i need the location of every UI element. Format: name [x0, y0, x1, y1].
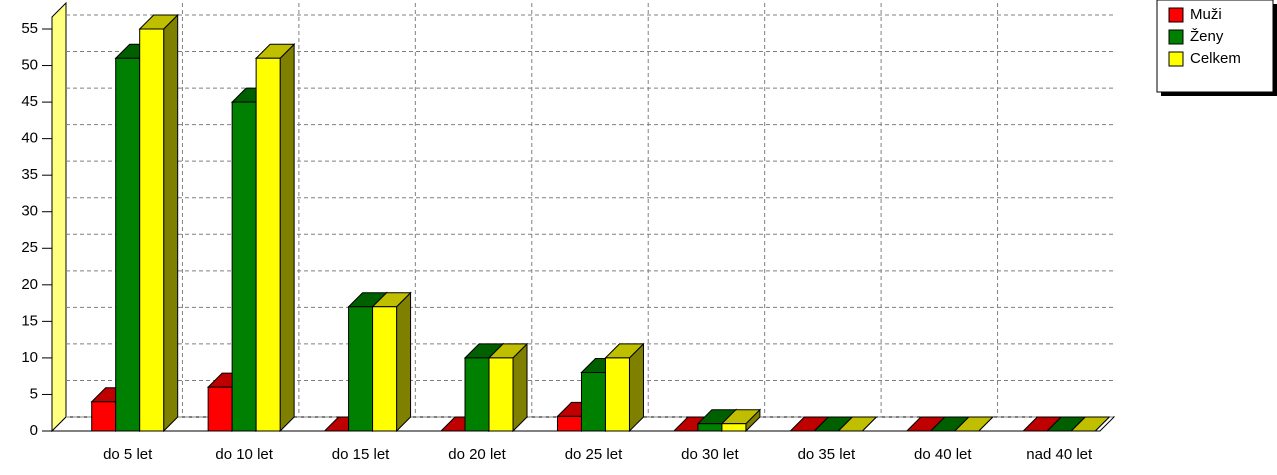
x-tick-label: do 30 let	[681, 446, 739, 463]
bar-front	[207, 386, 233, 432]
y-tick-label: 35	[21, 166, 38, 183]
bar-top	[1070, 416, 1111, 432]
bar	[138, 13, 179, 433]
bar	[371, 291, 412, 433]
x-tick-label: do 25 let	[565, 446, 623, 463]
x-tick-label: do 35 let	[798, 446, 856, 463]
bar	[254, 43, 296, 433]
y-tick-label: 45	[21, 93, 38, 110]
y-tick-label: 50	[21, 57, 38, 74]
bar-front	[231, 101, 257, 432]
bar-side	[279, 43, 295, 433]
bar-side	[163, 13, 179, 433]
y-tick-label: 5	[30, 385, 38, 402]
bar-top	[837, 416, 878, 432]
bar-side	[396, 291, 412, 433]
y-tick-label: 25	[21, 239, 38, 256]
y-tick-label: 0	[30, 422, 38, 439]
y-tick-label: 30	[21, 203, 38, 220]
bar-front	[464, 357, 490, 432]
bar	[604, 342, 645, 433]
legend-swatch	[1168, 29, 1184, 45]
x-tick-label: do 15 let	[332, 446, 390, 463]
legend-swatch	[1168, 7, 1184, 23]
bar-front	[604, 357, 630, 432]
legend-swatch	[1168, 51, 1184, 67]
back-wall	[51, 1, 67, 433]
bar-front	[91, 401, 117, 432]
bar-front	[139, 28, 165, 432]
bar-front	[348, 306, 374, 432]
x-tick-label: do 10 let	[215, 446, 273, 463]
bar	[837, 416, 878, 432]
bar	[720, 408, 762, 433]
legend-label: Muži	[1190, 6, 1222, 23]
bar	[1070, 416, 1111, 432]
bar	[953, 416, 995, 432]
bar-front	[697, 423, 723, 432]
y-tick-label: 55	[21, 20, 38, 37]
bar-front	[255, 57, 281, 432]
y-tick-label: 10	[21, 349, 38, 366]
bar-front	[372, 306, 398, 432]
bar	[487, 342, 529, 433]
bar-side	[512, 342, 528, 433]
y-tick-label: 15	[21, 312, 38, 329]
legend-label: Ženy	[1190, 28, 1224, 45]
legend-label: Celkem	[1190, 50, 1241, 67]
bar-front	[721, 423, 747, 432]
x-tick-label: do 40 let	[914, 446, 972, 463]
y-tick-label: 40	[21, 130, 38, 147]
bar-side	[628, 342, 644, 433]
bar-front	[115, 57, 141, 432]
bar-front	[580, 372, 606, 432]
bar-top	[953, 416, 995, 432]
x-tick-label: do 20 let	[448, 446, 506, 463]
x-tick-label: do 5 let	[103, 446, 153, 463]
x-tick-label: nad 40 let	[1026, 446, 1093, 463]
bar-front	[556, 415, 582, 432]
y-tick-label: 20	[21, 276, 38, 293]
bar-front	[488, 357, 514, 432]
